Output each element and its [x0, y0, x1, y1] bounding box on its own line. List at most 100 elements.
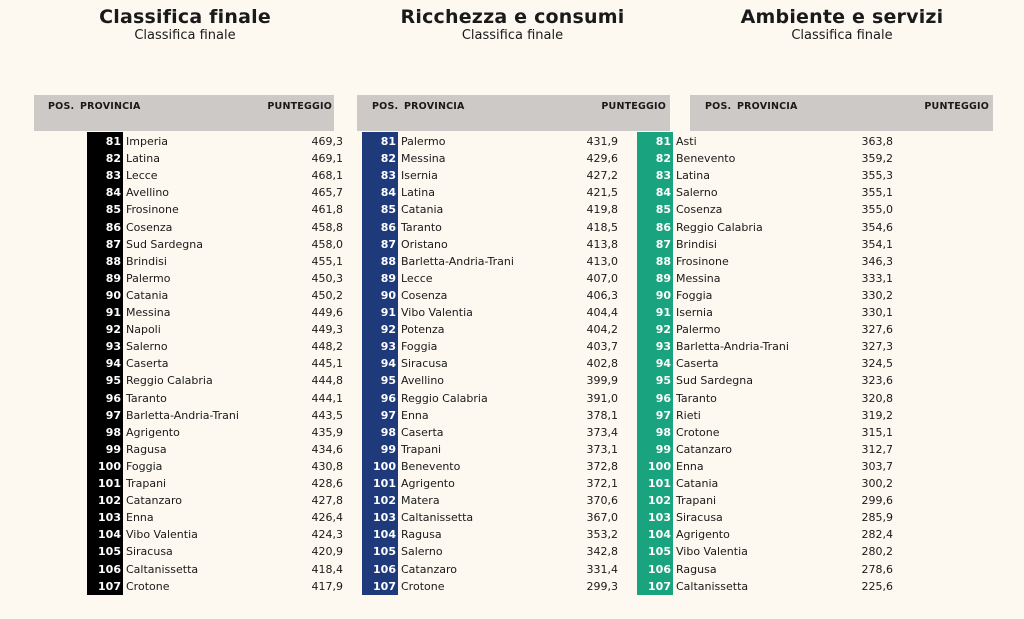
table-row: 101 Agrigento 372,1 — [362, 475, 618, 492]
table-row: 83 Latina 355,3 — [637, 167, 893, 184]
table-row: 86 Cosenza 458,8 — [87, 219, 343, 236]
table-row: 104 Ragusa 353,2 — [362, 526, 618, 543]
table-header: POS. PROVINCIA PUNTEGGIO — [357, 95, 670, 131]
rank-position: 90 — [380, 288, 396, 302]
table-row: 96 Reggio Calabria 391,0 — [362, 390, 618, 407]
province-name: Siracusa — [126, 545, 173, 559]
table-row: 99 Ragusa 434,6 — [87, 441, 343, 458]
rank-position: 85 — [380, 203, 396, 217]
rank-position: 82 — [105, 152, 121, 166]
table-header: POS. PROVINCIA PUNTEGGIO — [690, 95, 993, 131]
rank-position: 81 — [380, 135, 396, 148]
rank-position: 92 — [105, 323, 121, 337]
province-name: Latina — [126, 152, 160, 166]
rank-position: 93 — [380, 340, 396, 354]
table-row: 106 Ragusa 278,6 — [637, 561, 893, 578]
header-provincia: PROVINCIA — [404, 101, 465, 112]
province-name: Caserta — [401, 425, 444, 439]
province-name: Taranto — [401, 220, 442, 234]
rank-bar — [637, 132, 673, 595]
table-row: 94 Siracusa 402,8 — [362, 355, 618, 372]
province-name: Trapani — [401, 442, 442, 456]
score-value: 458,8 — [311, 220, 344, 234]
score-value: 391,0 — [586, 391, 619, 405]
score-value: 419,8 — [586, 203, 619, 217]
score-value: 319,2 — [861, 408, 894, 422]
score-value: 327,3 — [861, 340, 894, 354]
rank-position: 82 — [655, 152, 671, 166]
table-row: 107 Caltanissetta 225,6 — [637, 578, 893, 595]
rank-position: 102 — [373, 494, 396, 508]
table-row: 82 Latina 469,1 — [87, 150, 343, 167]
rank-position: 107 — [373, 579, 396, 593]
province-name: Frosinone — [126, 203, 179, 217]
province-name: Brindisi — [676, 237, 717, 251]
province-name: Potenza — [401, 323, 445, 337]
province-name: Catania — [401, 203, 444, 217]
province-name: Catanzaro — [401, 562, 457, 576]
rank-position: 92 — [380, 323, 396, 337]
table-row: 98 Crotone 315,1 — [637, 424, 893, 441]
province-name: Avellino — [401, 374, 445, 388]
province-name: Crotone — [126, 579, 170, 593]
province-name: Reggio Calabria — [401, 391, 488, 405]
score-value: 359,2 — [861, 152, 894, 166]
rank-position: 105 — [373, 545, 396, 559]
score-value: 455,1 — [311, 254, 344, 268]
score-value: 370,6 — [586, 494, 619, 508]
score-value: 430,8 — [311, 459, 344, 473]
rank-position: 104 — [648, 528, 671, 542]
province-name: Crotone — [401, 579, 445, 593]
rank-position: 91 — [105, 306, 121, 319]
score-value: 424,3 — [311, 528, 344, 542]
rank-position: 102 — [648, 494, 671, 508]
score-value: 280,2 — [861, 545, 894, 559]
score-value: 444,8 — [311, 374, 344, 388]
score-value: 418,4 — [311, 562, 344, 576]
score-value: 373,1 — [586, 442, 619, 456]
header-punteggio: PUNTEGGIO — [267, 101, 332, 112]
table-row: 107 Crotone 299,3 — [362, 578, 618, 595]
table-row: 91 Vibo Valentia 404,4 — [362, 304, 618, 321]
panel-classifica-finale: Classifica finale Classifica finale — [0, 0, 370, 619]
rank-position: 94 — [655, 357, 671, 371]
score-value: 449,6 — [311, 306, 344, 319]
table-row: 97 Rieti 319,2 — [637, 407, 893, 424]
rank-position: 90 — [655, 288, 671, 302]
score-value: 367,0 — [586, 511, 619, 525]
rank-position: 94 — [380, 357, 396, 371]
table-row: 88 Brindisi 455,1 — [87, 253, 343, 270]
table-row: 91 Messina 449,6 — [87, 304, 343, 321]
province-name: Caltanissetta — [676, 579, 749, 593]
score-value: 449,3 — [311, 323, 344, 337]
province-name: Foggia — [676, 288, 713, 302]
score-value: 429,6 — [586, 152, 619, 166]
score-value: 413,0 — [586, 254, 619, 268]
rank-position: 97 — [105, 408, 121, 422]
rank-position: 96 — [655, 391, 671, 405]
score-value: 372,1 — [586, 477, 619, 490]
score-value: 363,8 — [861, 135, 894, 148]
score-value: 434,6 — [311, 442, 344, 456]
table-row: 89 Palermo 450,3 — [87, 270, 343, 287]
province-name: Agrigento — [676, 528, 730, 542]
panel-title: Classifica finale — [99, 6, 271, 28]
rank-position: 86 — [655, 220, 671, 234]
rank-position: 89 — [105, 271, 121, 285]
rank-position: 90 — [105, 288, 121, 302]
rank-position: 97 — [380, 408, 396, 422]
province-name: Salerno — [126, 340, 168, 354]
table-row: 92 Palermo 327,6 — [637, 321, 893, 338]
province-name: Catania — [126, 288, 169, 302]
province-name: Vibo Valentia — [126, 528, 198, 542]
table-row: 92 Potenza 404,2 — [362, 321, 618, 338]
table-row: 98 Agrigento 435,9 — [87, 424, 343, 441]
province-name: Palermo — [401, 135, 446, 148]
table-row: 102 Catanzaro 427,8 — [87, 492, 343, 509]
rank-position: 101 — [98, 477, 121, 490]
score-value: 355,1 — [861, 186, 894, 200]
table-row: 93 Barletta-Andria-Trani 327,3 — [637, 338, 893, 355]
province-name: Caltanissetta — [126, 562, 199, 576]
table-row: 96 Taranto 320,8 — [637, 390, 893, 407]
table-row: 101 Catania 300,2 — [637, 475, 893, 492]
